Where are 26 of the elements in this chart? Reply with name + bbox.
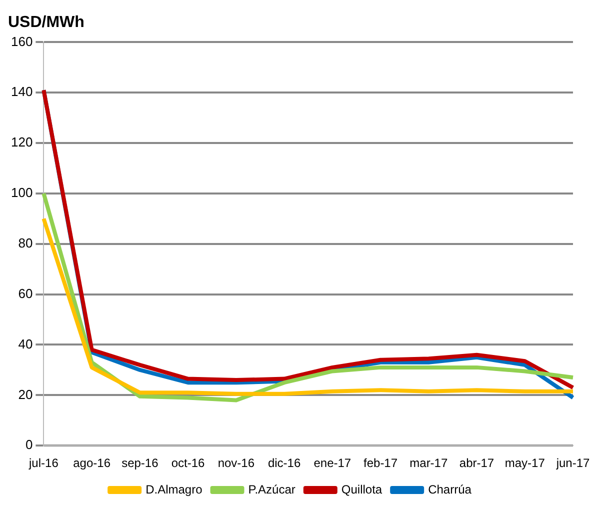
y-tick-label: 120	[10, 134, 33, 150]
y-tick-label: 140	[10, 84, 33, 100]
y-tick-label: 40	[18, 336, 33, 352]
legend-label: P.Azúcar	[248, 482, 296, 496]
legend-label: Quillota	[341, 482, 382, 496]
y-tick-label: 160	[10, 34, 33, 49]
x-tick-label: ago-16	[73, 456, 111, 470]
y-tick-label: 20	[18, 386, 33, 402]
x-tick-label: feb-17	[364, 456, 398, 470]
y-tick-label: 60	[18, 286, 33, 301]
x-tick-label: ene-17	[314, 456, 352, 470]
x-tick-label: oct-16	[171, 456, 206, 470]
x-tick-label: nov-16	[218, 456, 255, 470]
y-tick-label: 0	[25, 437, 33, 452]
x-tick-label: mar-17	[410, 456, 448, 470]
y-tick-label: 100	[10, 185, 33, 200]
x-tick-label: sep-16	[122, 456, 159, 470]
x-tick-label: jul-16	[28, 456, 59, 470]
legend-label: D.Almagro	[146, 482, 203, 496]
legend-label: Charrúa	[428, 482, 472, 496]
x-tick-label: abr-17	[459, 456, 494, 470]
y-axis-title: USD/MWh	[8, 14, 84, 32]
x-tick-label: may-17	[504, 456, 546, 470]
x-tick-label: jun-17	[555, 456, 590, 470]
x-tick-label: dic-16	[268, 456, 301, 470]
y-tick-label: 80	[18, 235, 33, 250]
